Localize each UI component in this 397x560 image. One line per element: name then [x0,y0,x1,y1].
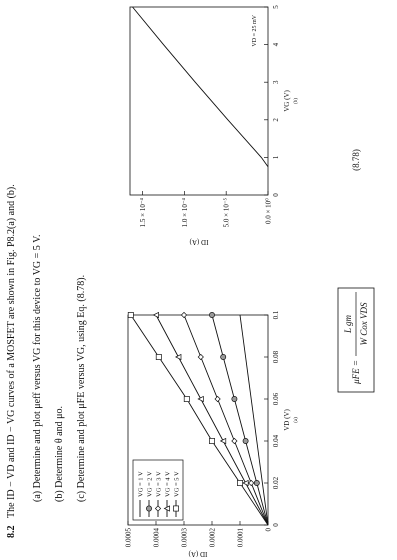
y-tick-label: 5.0 × 10⁻⁵ [223,197,231,227]
marker [154,505,162,512]
figure-label: (b) [294,98,299,104]
x-tick-label: 0.1 [272,310,280,319]
problem-part: (c) Determine and plot μFE versus VG, us… [76,275,87,502]
legend-box [132,459,184,521]
marker [242,479,249,487]
marker [152,311,159,319]
marker [231,437,238,445]
data-line [239,314,269,526]
x-axis-title: VD (V) [283,409,291,431]
marker [219,437,227,445]
marker [175,353,182,361]
equation-box [337,287,375,393]
y-tick-label: 0.0 × 10⁰ [265,198,273,224]
legend-label: VG = 3 V [156,471,163,497]
legend-label: VG = 1 V [138,471,145,497]
data-line [183,314,269,526]
y-tick-label: 1.0 × 10⁻⁴ [181,197,189,227]
plot-frame [127,314,269,526]
data-line [130,314,269,526]
problem-number: 8.2 [6,526,17,539]
x-tick-label: 0.08 [272,350,280,363]
figure-label: (a) [294,417,299,423]
y-tick-label: 0.0002 [209,528,217,548]
marker [127,312,134,318]
problem-part: (a) Determine and plot μeff versus VG fo… [32,234,43,502]
marker [231,396,238,402]
marker [155,354,162,360]
x-tick-label: 0.04 [272,434,280,447]
equation-number: (8.78) [351,149,361,171]
marker [220,354,227,360]
data-line [211,314,269,526]
equation-denominator: W Cox VDS [359,302,369,345]
marker [248,479,255,487]
marker [197,395,204,403]
marker [163,505,170,512]
x-tick-label: 5 [272,5,280,9]
plot-frame [129,6,269,196]
y-tick-label: 1.5 × 10⁻⁴ [139,197,147,227]
x-axis-title: VG (V) [283,90,291,112]
x-tick-label: 0 [272,523,280,527]
legend-label: VG = 4 V [165,471,172,497]
marker [209,312,215,318]
legend-label: VG = 2 V [147,471,154,497]
x-tick-label: 0.06 [272,392,280,405]
marker [209,438,215,444]
y-tick-label: 0.0001 [237,528,245,548]
marker [242,438,249,444]
marker [214,395,221,403]
marker [253,480,260,486]
annotation: VD = 25 mV [252,14,258,46]
x-tick-label: 3 [272,80,280,84]
y-tick-label: 0.0004 [153,528,161,548]
x-tick-label: 4 [272,42,280,46]
data-line [132,6,269,168]
marker [180,311,188,319]
problem-intro: The ID − VD and ID − VG curves of a MOSF… [6,184,17,518]
x-tick-label: 2 [272,118,280,122]
x-tick-label: 0.02 [272,476,280,489]
data-line [155,314,269,526]
y-axis-title: ID (A) [188,550,208,558]
marker [197,353,204,361]
marker [173,505,179,512]
x-tick-label: 0 [272,193,280,197]
y-tick-label: 0.0003 [181,528,189,548]
marker [146,505,152,512]
problem-part: (b) Determine θ and μo. [54,406,65,502]
y-axis-title: ID (A) [189,238,209,246]
x-tick-label: 1 [272,155,280,159]
y-tick-label: 0 [265,528,273,532]
equation-lhs: μFE = [351,360,361,385]
equation-numerator: L gm [343,314,353,334]
y-tick-label: 0.0005 [125,528,133,548]
marker [237,480,243,486]
marker [183,396,190,402]
legend-label: VG = 5 V [174,471,181,497]
